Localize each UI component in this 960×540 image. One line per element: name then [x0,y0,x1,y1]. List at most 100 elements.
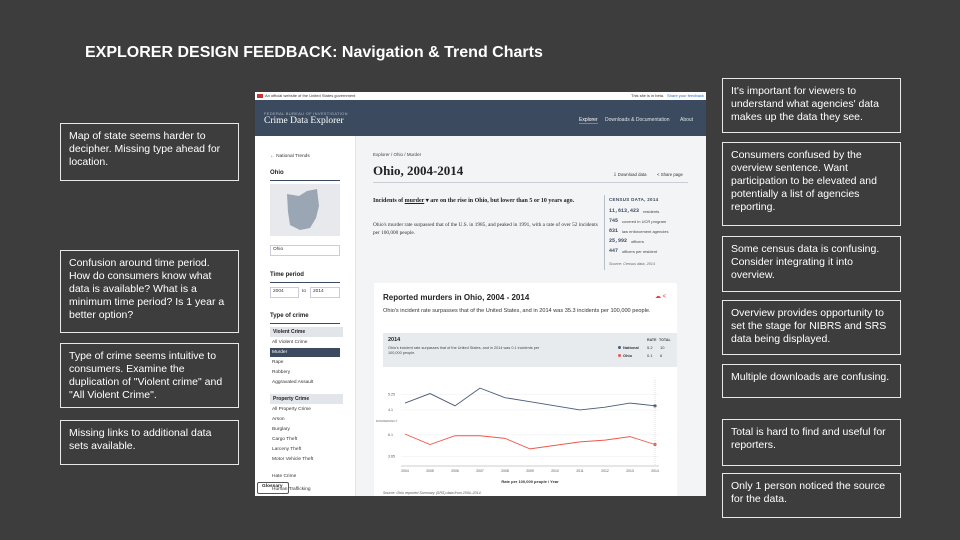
chart-subtitle: Ohio's incident rate surpasses that of t… [383,308,651,314]
legend-swatch [618,354,621,357]
beta-text: This site is in beta. [631,93,665,98]
flag-icon [257,94,263,98]
crime-heading: Type of crime [270,313,309,319]
ohio-shape [287,189,319,230]
back-link[interactable]: ← National Trends [270,154,310,159]
crime-item[interactable]: Larceny Theft [272,447,302,452]
breadcrumb: Explorer / Ohio / Murder [373,152,422,157]
to-text: 2014 [313,289,324,294]
state-select[interactable] [270,245,340,256]
x-tick-label: 2008 [501,469,509,473]
note: It's important for viewers to understand… [722,78,901,133]
note: Map of state seems harder to decipher. M… [60,123,239,181]
action-text: Share page [660,172,683,177]
x-tick-label: 2005 [426,469,434,473]
rule [373,182,688,183]
note: Overview provides opportunity to set the… [722,300,901,355]
slide-title: EXPLORER DESIGN FEEDBACK: Navigation & T… [85,44,543,61]
crumb: Murder [406,152,422,157]
census-label: officers per resident [622,248,658,254]
x-tick-label: 2011 [576,469,583,473]
x-axis-title: Rate per 100,000 people / Year [501,479,559,484]
census-label: covered in UCR program [622,218,667,224]
census-value: 831 [609,228,619,234]
site-header [255,100,706,136]
action[interactable]: ⇩ Download data [613,172,647,177]
intro: Incidents of murder ▾ are on the rise in… [373,198,575,204]
app-name[interactable]: Crime Data Explorer [264,116,344,126]
note: Total is hard to find and useful for rep… [722,419,901,466]
legend-rate: 5.2 [647,345,653,350]
beta-link[interactable]: Share your feedback [667,93,704,98]
x-tick-label: 2012 [601,469,609,473]
y-tick-label: 6.1 [388,433,393,437]
chart-actions[interactable]: ☁ < [655,294,667,300]
legend-year: 2014 [388,337,401,343]
crime-item[interactable]: Cargo Theft [272,437,298,442]
note: Type of crime seems intuitive to consume… [60,343,239,408]
crime-item[interactable]: Robbery [272,370,291,375]
legend-header: TOTAL [659,338,671,342]
census-value: 447 [609,248,619,254]
y-tick-label: 3.65 [388,455,395,459]
from-text: 2004 [273,289,284,294]
crime-item[interactable]: Rape [272,360,284,365]
to-input[interactable] [310,287,340,298]
state-heading: Ohio [270,170,284,176]
time-heading: Time period [270,272,304,278]
glossary-button[interactable] [257,482,289,494]
nav-link[interactable]: Explorer [579,117,598,124]
chart-title: Reported murders in Ohio, 2004 - 2014 [383,293,530,302]
crime-item[interactable]: Murder [270,348,340,357]
x-tick-label: 2007 [476,469,484,473]
intro-text: are on the rise in Ohio, but lower than … [430,198,575,204]
legend-text: Ohio's incident rate surpasses that of t… [388,346,540,355]
x-tick-label: 2013 [626,469,634,473]
to-word: to [302,289,307,294]
intro-paragraph: Ohio's murder rate surpassed that of the… [373,222,598,236]
crime-item[interactable]: Burglary [272,427,290,432]
divider-label: DISCREPANCY [376,419,397,423]
series-point [653,404,657,408]
chart-source: Source: Ohio reported Summary (SRS) data… [383,491,482,495]
crumb[interactable]: Explorer [373,152,390,157]
crime-item[interactable]: Human Trafficking [272,487,311,492]
crumb[interactable]: Ohio [393,152,404,157]
crime-item[interactable]: Motor Vehicle Theft [272,457,314,462]
census-label: officers [631,238,644,244]
crime-item[interactable]: All Violent Crime [272,340,308,345]
series-line [404,387,656,411]
intro-term[interactable]: murder [404,198,425,204]
screenshot: An official website of the United States… [255,92,706,496]
crime-item[interactable]: Arson [272,417,285,422]
action[interactable]: < Share page [657,172,683,177]
x-tick-label: 2014 [651,469,659,473]
state-select-text: Ohio [273,247,284,252]
census-label: residents [643,208,660,214]
chart-card [374,283,677,496]
census-value: 25,992 [609,238,628,244]
intro-text: Incidents of [373,198,404,204]
nav-link[interactable]: About [680,117,694,123]
crime-item[interactable]: Aggravated Assault [272,380,314,385]
crime-group-heading[interactable]: Violent Crime [270,327,343,337]
note: Only 1 person noticed the source for the… [722,473,901,518]
crime-group-heading[interactable]: Property Crime [270,394,343,404]
crime-item[interactable]: All Property Crime [272,407,311,412]
rule [270,282,340,283]
gov-banner [255,92,706,100]
from-input[interactable] [270,287,299,298]
census-source: Source: Census data, 2014 [609,262,656,266]
rule [604,195,605,270]
trend-chart: 4.1 5.25 3.65 6.1 DISCREPANCY 2004 2005 2006 200… [376,380,659,495]
rule [270,180,340,181]
nav-link[interactable]: Downloads & Documentation [605,117,670,123]
series-line [404,433,656,450]
census-label: law enforcement agencies [622,228,669,234]
crime-item[interactable]: Hate Crime [272,474,297,479]
y-tick-label: 5.25 [388,393,395,397]
legend-total: 6 [660,353,663,358]
x-tick-label: 2010 [551,469,559,473]
census-value: 11,613,423 [609,208,640,214]
